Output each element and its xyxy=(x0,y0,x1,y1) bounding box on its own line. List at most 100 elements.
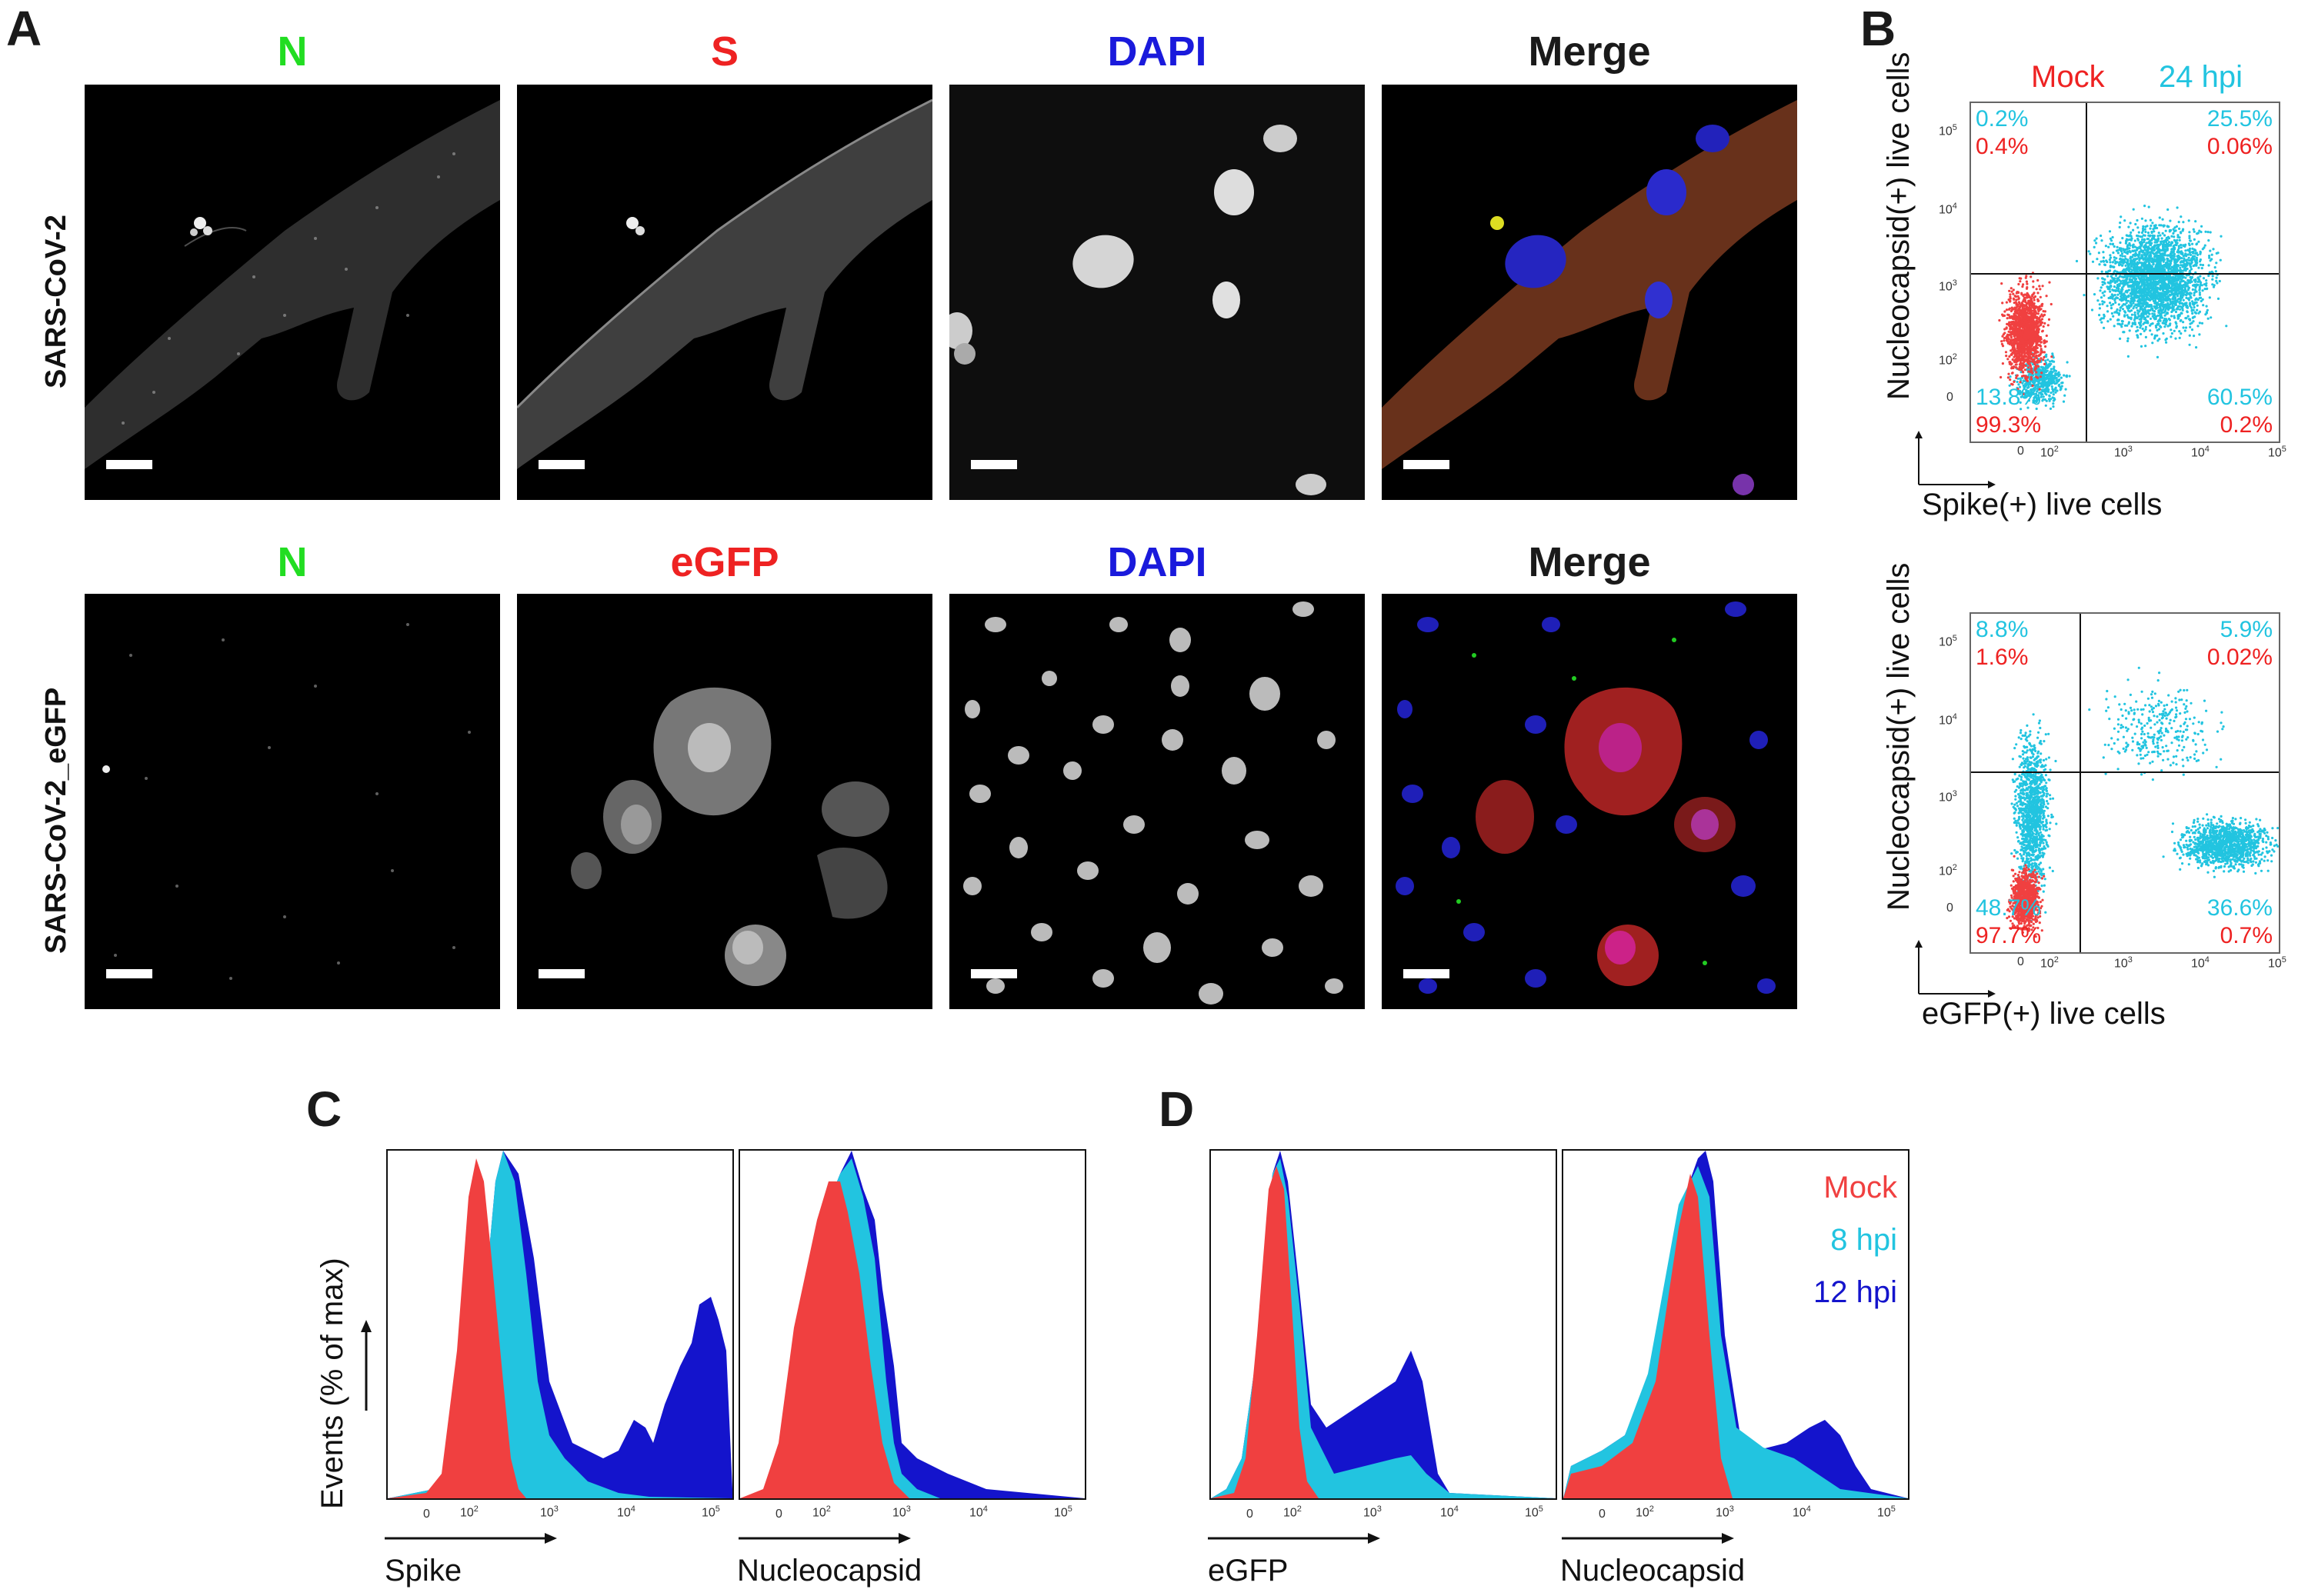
legend-24hpi: 24 hpi xyxy=(2159,60,2243,94)
scatter-event xyxy=(2026,315,2029,318)
scatter-event xyxy=(2141,327,2144,331)
scatter-event xyxy=(2051,352,2054,355)
scatter-event xyxy=(2040,341,2043,344)
scatter-event xyxy=(2042,890,2045,893)
scatter-event xyxy=(2126,299,2130,302)
scatter-event xyxy=(2040,752,2043,755)
scatter-event xyxy=(2100,286,2103,289)
scatter-event xyxy=(2142,258,2145,262)
scatter-event xyxy=(2119,222,2122,225)
scatter-event xyxy=(2195,297,2198,300)
scatter-event xyxy=(2126,355,2130,358)
scatter-event xyxy=(2126,261,2129,264)
scatter-event xyxy=(2150,298,2153,301)
scatter-event xyxy=(2173,316,2176,319)
scatter-event xyxy=(2181,261,2184,264)
scatter-event xyxy=(2180,257,2183,260)
scatter-event xyxy=(2161,322,2164,325)
scatter-event xyxy=(2186,310,2189,313)
scatter-event xyxy=(2119,254,2122,257)
scatter-event xyxy=(2011,758,2014,761)
scatter-event xyxy=(2148,312,2151,315)
scatter-event xyxy=(2156,259,2159,262)
scatter-event xyxy=(2110,307,2113,310)
scatter-event xyxy=(2142,294,2146,297)
scatter-event xyxy=(2119,248,2122,252)
scatter-event xyxy=(2168,318,2171,322)
scatter-event xyxy=(2173,226,2176,229)
scatter-event xyxy=(2015,360,2018,364)
scatter-event xyxy=(2142,225,2145,228)
scatter-event xyxy=(2100,260,2103,263)
scatter-event xyxy=(2183,265,2186,268)
scatter-event xyxy=(2186,274,2189,277)
scatter-event xyxy=(2136,285,2140,289)
scatter-event xyxy=(2023,368,2026,372)
scatter-event xyxy=(2033,322,2036,325)
scatter-event xyxy=(2137,256,2140,259)
scatter-event xyxy=(2100,270,2103,273)
scatter-event xyxy=(2153,248,2156,252)
scatter-event xyxy=(2136,248,2139,252)
scale-bar xyxy=(539,969,585,978)
scatter-event xyxy=(2050,359,2053,362)
scatter-event xyxy=(2100,234,2103,238)
scatter-event xyxy=(2142,229,2145,232)
scatter-event xyxy=(2180,332,2183,335)
scatter-event xyxy=(2200,267,2203,270)
scatter-event xyxy=(2126,245,2129,248)
scatter-event xyxy=(2005,326,2008,329)
scatter-event xyxy=(2038,354,2041,357)
scatter-event xyxy=(2154,238,2157,242)
scatter-event xyxy=(2001,302,2004,305)
row1-label: SARS-CoV-2 xyxy=(40,215,72,388)
scatter-event xyxy=(2023,338,2026,341)
scatter-event xyxy=(2163,258,2166,261)
scatter-event xyxy=(2166,288,2170,291)
scatter-event xyxy=(2045,295,2048,298)
scatter-event xyxy=(2116,261,2119,264)
scatter-event xyxy=(2181,292,2184,295)
scatter-event xyxy=(2203,288,2206,291)
panel-letter-a: A xyxy=(6,1,42,56)
scatter-event xyxy=(2184,326,2188,329)
scatter-event xyxy=(2033,758,2036,761)
scatter-event xyxy=(2095,237,2098,240)
scatter-event xyxy=(2015,354,2018,357)
scatter-event xyxy=(2140,217,2143,220)
scatter-event xyxy=(2009,335,2013,339)
scatter-event xyxy=(2110,304,2113,307)
scatter-event xyxy=(2175,225,2178,228)
scatter-event xyxy=(2022,374,2026,378)
scatter-event xyxy=(2216,297,2220,300)
scatter-event xyxy=(2039,322,2043,325)
row2-title-merge: Merge xyxy=(1528,539,1651,585)
scatter-event xyxy=(2169,322,2172,325)
scatter-event xyxy=(2036,292,2040,295)
scatter-event xyxy=(2166,312,2169,315)
scatter-event xyxy=(2176,274,2180,277)
scatter-event xyxy=(2045,795,2048,798)
scatter-event xyxy=(2144,219,2147,222)
scatter-event xyxy=(2113,281,2116,285)
scatter-event xyxy=(1998,318,2001,322)
scatter-event xyxy=(2029,332,2032,335)
scatter-event xyxy=(2172,302,2175,305)
scatter-event xyxy=(2105,259,2108,262)
scatter-event xyxy=(2185,284,2188,287)
scatter-event xyxy=(2173,235,2176,238)
scatter-event xyxy=(2041,329,2044,332)
scatter-event xyxy=(2016,857,2020,860)
scatter-event xyxy=(2150,224,2153,228)
scatter-event xyxy=(2177,221,2180,224)
scatter-event xyxy=(2157,259,2160,263)
scatter-event xyxy=(2155,295,2158,298)
scatter-event xyxy=(2120,325,2123,328)
scatter-event xyxy=(2189,281,2192,284)
scatter-event xyxy=(2033,302,2036,305)
scatter-event xyxy=(2109,302,2112,305)
scatter-event xyxy=(2123,303,2126,306)
scatter-event xyxy=(2166,208,2170,212)
scatter-event xyxy=(2129,301,2132,305)
scatter-event xyxy=(2200,322,2204,325)
